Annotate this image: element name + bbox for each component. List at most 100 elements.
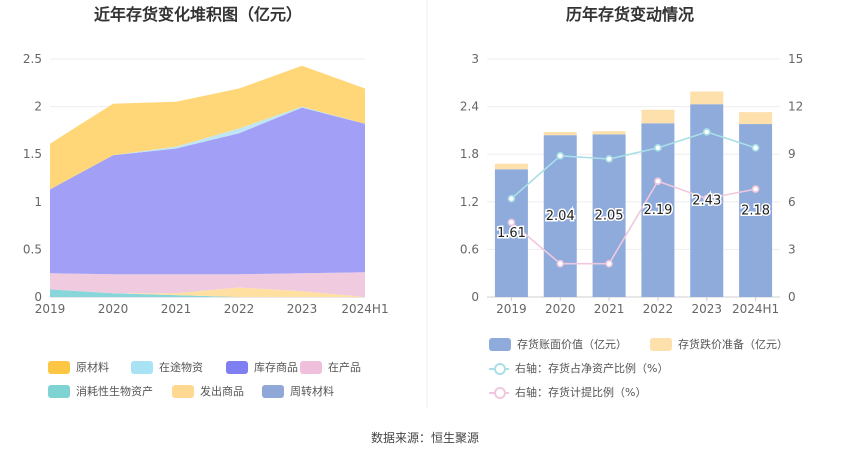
bar-data-label: 2.43 <box>692 194 721 209</box>
legend-swatch <box>226 360 248 374</box>
legend-label: 原材料 <box>76 361 109 374</box>
bar-line-chart: 历年存货变动情况 1.612.04 2.05 2.192.432.18 00.61.… <box>460 5 803 316</box>
left-x-tick-label: 2023 <box>287 302 318 316</box>
legend-item-goods-shipped[interactable]: 发出商品 <box>172 383 244 399</box>
bar-book-value <box>494 169 528 297</box>
area-series <box>50 107 365 275</box>
line-point <box>605 259 613 268</box>
left-y-tick-label: 0.5 <box>23 242 42 256</box>
area-series <box>50 289 365 297</box>
bar-data-label: 2.05 <box>595 209 624 224</box>
line-provision-ratio <box>510 180 756 265</box>
bar-book-value <box>739 124 773 297</box>
left-x-tick-label: 2024H1 <box>341 302 388 316</box>
bar-book-value <box>543 135 577 297</box>
right-y2-tick-label: 6 <box>788 195 796 209</box>
right-x-tick-label: 2019 <box>496 302 527 316</box>
bar-impairment <box>690 91 724 105</box>
left-x-tick-label: 2020 <box>98 302 129 316</box>
line-point <box>751 144 760 152</box>
legend-swatch <box>650 337 672 351</box>
left-x-tick-label: 2022 <box>224 302 255 316</box>
left-y-tick-label: 1 <box>34 195 42 209</box>
right-x-tick-label: 2024H1 <box>732 302 779 316</box>
source-note: 数据来源：恒生聚源 <box>370 431 479 445</box>
right-y-tick-label: 0 <box>471 290 479 304</box>
legend-label: 右轴：存货计提比例（%） <box>515 386 647 399</box>
legend-swatch <box>131 360 153 374</box>
legend-label: 存货账面价值（亿元） <box>517 338 627 351</box>
line-point <box>605 155 613 163</box>
line-inventory-ratio <box>510 131 756 200</box>
line-point <box>556 259 565 268</box>
left-y-tick-label: 2 <box>34 100 42 114</box>
right-x-tick-label: 2023 <box>691 302 722 316</box>
legend-label: 存货跌价准备（亿元） <box>678 338 788 351</box>
left-x-tick-label: 2019 <box>35 302 66 316</box>
line-point <box>507 194 516 203</box>
bar-impairment <box>543 131 577 136</box>
legend-swatch <box>172 384 194 398</box>
stacked-area-chart: 近年存货变化堆积图（亿元） 0 0.5 1 1.5 2 2.5 2019 2020 2021 20… <box>23 5 389 316</box>
legend-item-in-transit[interactable]: 在途物资 <box>131 359 203 375</box>
legend-swatch <box>489 337 511 351</box>
line-point <box>654 177 662 185</box>
right-y-tick-label: 1.2 <box>460 195 479 209</box>
right-y2-tick-label: 9 <box>788 147 796 161</box>
right-y2-tick-label: 12 <box>788 100 803 114</box>
area-series <box>50 287 365 297</box>
right-y-tick-label: 3 <box>471 52 479 66</box>
line-point <box>751 185 760 193</box>
bar-impairment <box>494 163 528 170</box>
legend-item-impairment[interactable]: 存货跌价准备（亿元） <box>650 336 788 352</box>
right-y-tick-label: 0.6 <box>460 242 479 256</box>
legend-label: 右轴：存货占净资产比例（%） <box>515 362 669 375</box>
left-y-tick-label: 2.5 <box>23 52 42 66</box>
legend-label: 在产品 <box>328 361 361 374</box>
legend-item-wip[interactable]: 在产品 <box>300 359 361 375</box>
legend-label: 库存商品 <box>254 361 298 374</box>
line-point <box>654 144 662 152</box>
right-y-tick-label: 1.8 <box>460 147 479 161</box>
line-point <box>702 194 711 203</box>
legend-swatch <box>48 384 70 398</box>
legend-label: 发出商品 <box>200 385 244 398</box>
left-chart-title: 近年存货变化堆积图（亿元） <box>94 5 302 24</box>
right-y2-tick-label: 15 <box>788 52 803 66</box>
area-series <box>50 272 365 297</box>
legend-line-marker <box>489 362 509 375</box>
right-y2-tick-label: 0 <box>788 290 796 304</box>
legend-item-finished-goods[interactable]: 库存商品 <box>226 359 298 375</box>
line-point <box>702 128 711 136</box>
legend-item-provision-ratio[interactable]: 右轴：存货计提比例（%） <box>489 384 646 400</box>
right-y2-tick-label: 3 <box>788 242 796 256</box>
bar-data-label: 1.61 <box>497 226 526 241</box>
legend-line-marker <box>489 386 509 399</box>
bar-data-label: 2.04 <box>546 209 575 224</box>
area-series <box>50 65 365 190</box>
legend-item-raw-materials[interactable]: 原材料 <box>48 359 109 375</box>
left-y-tick-label: 1.5 <box>23 147 42 161</box>
legend-item-inventory-ratio[interactable]: 右轴：存货占净资产比例（%） <box>489 360 668 376</box>
legend-swatch <box>300 360 322 374</box>
bar-impairment <box>592 131 626 135</box>
right-x-tick-label: 2022 <box>643 302 674 316</box>
bar-data-label: 2.18 <box>741 204 770 219</box>
legend-item-biological-assets[interactable]: 消耗性生物资产 <box>48 383 153 399</box>
legend-label: 周转材料 <box>290 385 334 398</box>
legend-swatch <box>48 360 70 374</box>
bar-data-label: 2.19 <box>643 203 672 218</box>
legend-swatch <box>262 384 284 398</box>
legend-item-turnover-materials[interactable]: 周转材料 <box>262 383 334 399</box>
right-y-tick-label: 2.4 <box>460 100 479 114</box>
right-chart-title: 历年存货变动情况 <box>566 5 694 24</box>
legend-item-book-value[interactable]: 存货账面价值（亿元） <box>489 336 627 352</box>
right-x-tick-label: 2020 <box>545 302 576 316</box>
legend-label: 在途物资 <box>159 361 203 374</box>
legend-label: 消耗性生物资产 <box>76 385 153 398</box>
line-point <box>556 151 565 160</box>
line-point <box>507 218 516 227</box>
bar-impairment <box>641 109 675 124</box>
left-y-tick-label: 0 <box>34 290 42 304</box>
